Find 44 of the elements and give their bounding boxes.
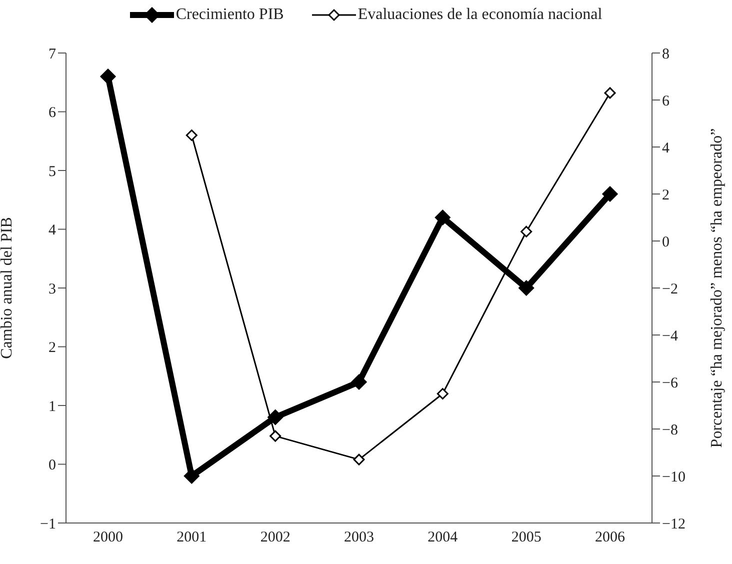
x-tick-label: 2000 (93, 530, 123, 546)
point (604, 87, 616, 99)
y-tick-label: 7 (48, 46, 56, 62)
point (186, 130, 198, 141)
point (270, 430, 282, 442)
point (518, 280, 534, 296)
y2-axis-title: Porcentaje “ha mejorado” menos “ha empeorado” (708, 128, 726, 448)
y2-tick-label: −4 (662, 328, 678, 344)
y2-tick-label: −12 (662, 516, 686, 532)
legend-label: Evaluaciones de la economía nacional (358, 6, 602, 24)
y-tick-label: 4 (48, 222, 56, 239)
x-tick-label: 2006 (595, 530, 626, 546)
y-tick-label: 1 (48, 398, 56, 415)
point (351, 374, 367, 390)
x-tick-label: 2001 (176, 530, 207, 546)
point (353, 454, 365, 466)
x-tick-label: 2003 (344, 530, 374, 546)
y2-tick-label: −6 (662, 375, 678, 392)
point (602, 186, 618, 202)
point (436, 388, 448, 400)
x-tick-label: 2004 (428, 530, 458, 546)
y2-tick-label: −2 (662, 281, 678, 298)
y-tick-label: 6 (48, 105, 56, 122)
y2-tick-label: 2 (662, 187, 670, 204)
y2-tick-label: 0 (662, 234, 670, 250)
y-tick-label: 3 (48, 281, 56, 298)
y2-tick-label: 4 (662, 140, 670, 156)
y2-tick-label: 8 (662, 46, 670, 62)
y-tick-label: −1 (40, 516, 56, 532)
y-tick-label: 2 (48, 340, 56, 356)
y2-tick-label: 6 (662, 93, 670, 110)
point (268, 410, 284, 425)
y-axis-title: Cambio anual del PIB (0, 217, 16, 359)
point (520, 226, 532, 238)
point (184, 468, 200, 484)
point (434, 210, 450, 226)
x-tick-label: 2002 (260, 530, 290, 546)
x-tick-label: 2005 (511, 530, 542, 546)
y2-tick-label: −10 (662, 469, 686, 486)
point (100, 68, 116, 84)
y-tick-label: 0 (48, 458, 56, 474)
y2-tick-label: −8 (662, 422, 678, 438)
legend-label: Crecimiento PIB (176, 6, 284, 24)
y-tick-label: 5 (48, 164, 56, 180)
